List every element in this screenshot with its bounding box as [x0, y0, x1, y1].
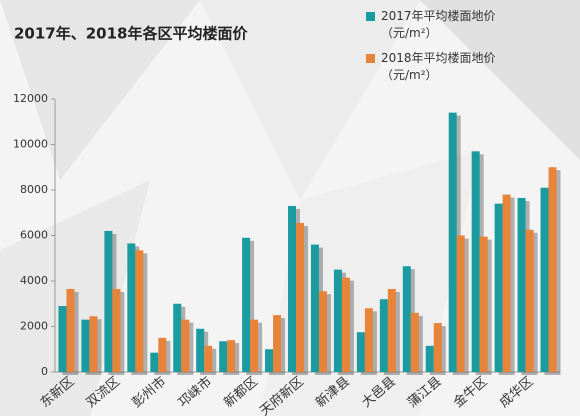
bar [548, 167, 557, 372]
x-tick-label: 彭州市 [129, 373, 169, 410]
bar [288, 205, 297, 372]
bar [135, 250, 144, 372]
y-tick-label: 0 [41, 365, 48, 378]
x-tick-label: 成华区 [497, 374, 537, 411]
y-tick-label: 12000 [13, 92, 48, 105]
bar [387, 288, 396, 372]
legend-label: 2017年平均楼面地价 （元/m²） [381, 9, 496, 40]
bar [265, 349, 274, 372]
bar [425, 345, 434, 372]
bar [58, 306, 67, 372]
bar [242, 237, 251, 372]
bar [540, 187, 549, 372]
bar [296, 222, 305, 372]
legend-swatch [366, 12, 375, 21]
bar [227, 340, 236, 372]
bar [250, 319, 259, 372]
bg-shape [0, 0, 200, 180]
x-tick-label: 新都区 [221, 373, 261, 410]
legend-item: 2017年平均楼面地价 （元/m²） [366, 8, 496, 42]
x-tick-label: 邛崃市 [175, 373, 215, 410]
bar [104, 230, 113, 372]
bar [333, 269, 342, 372]
bar [341, 277, 350, 372]
y-tick-label: 10000 [13, 138, 48, 151]
bar [173, 303, 182, 372]
bar [364, 308, 373, 372]
bar [410, 312, 419, 372]
bar [356, 332, 365, 372]
bar [318, 291, 327, 372]
bg-shape [420, 0, 580, 160]
bar [379, 299, 388, 372]
bg-shape [200, 0, 420, 200]
bar [456, 235, 465, 372]
bar [273, 315, 282, 372]
bar [517, 197, 526, 372]
bar [196, 328, 205, 372]
bg-shape [0, 180, 150, 416]
bar [181, 319, 190, 372]
legend-label: 2018年平均楼面地价 （元/m²） [381, 51, 496, 82]
bar [479, 236, 488, 372]
bar [150, 352, 159, 372]
bar [402, 266, 411, 372]
bar [127, 243, 136, 372]
chart-title: 2017年、2018年各区平均楼面价 [14, 25, 248, 43]
y-tick-label: 4000 [20, 274, 48, 287]
x-tick-label: 金牛区 [450, 373, 490, 410]
bar [81, 319, 90, 372]
bar [471, 151, 480, 372]
bar [310, 244, 319, 372]
y-tick-label: 2000 [20, 320, 48, 333]
bar [158, 337, 167, 372]
bar [204, 345, 213, 372]
bar [494, 203, 503, 372]
bar [112, 288, 121, 372]
bar [502, 194, 511, 372]
bar [66, 288, 75, 372]
legend-swatch [366, 54, 375, 63]
legend-item: 2018年平均楼面地价 （元/m²） [366, 50, 496, 84]
y-tick-label: 8000 [20, 183, 48, 196]
bar [433, 323, 442, 372]
bar [448, 112, 457, 373]
bar [525, 229, 534, 372]
bar [219, 341, 228, 372]
bar [89, 316, 98, 372]
y-tick-label: 6000 [20, 229, 48, 242]
